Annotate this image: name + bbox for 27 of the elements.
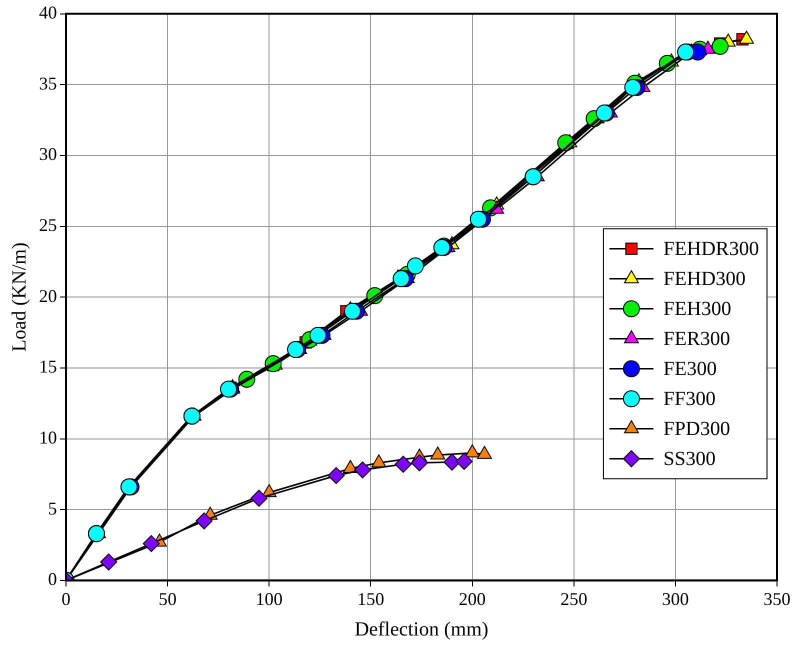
legend-label: SS300: [663, 448, 716, 470]
legend-label: FEH300: [663, 298, 732, 320]
legend-label: FE300: [663, 358, 717, 380]
y-tick-label: 20: [39, 286, 57, 306]
y-tick-label: 30: [39, 144, 57, 164]
legend-label: FEHD300: [663, 268, 746, 290]
y-tick-label: 40: [39, 2, 57, 23]
legend-label: FEHDR300: [663, 238, 760, 260]
x-tick-label: 250: [560, 588, 588, 609]
x-tick-label: 0: [62, 588, 70, 609]
legend-label: FF300: [663, 388, 716, 410]
x-tick-label: 200: [458, 588, 486, 609]
y-axis-title: Load (KN/m): [8, 242, 30, 352]
x-tick-label: 300: [662, 588, 689, 609]
y-tick-label: 5: [48, 498, 57, 518]
y-tick-label: 15: [39, 356, 57, 377]
y-tick-label: 35: [39, 73, 57, 94]
x-tick-label: 50: [158, 588, 177, 609]
y-tick-label: 25: [39, 215, 57, 236]
x-axis-title: Deflection (mm): [354, 618, 488, 640]
x-tick-label: 150: [357, 588, 384, 609]
y-tick-label: 10: [39, 427, 57, 448]
legend-label: FPD300: [663, 418, 730, 440]
x-tick-label: 100: [256, 588, 283, 609]
x-tick-label: 350: [764, 588, 790, 609]
y-tick-label: 0: [48, 569, 57, 590]
legend-label: FER300: [663, 328, 730, 350]
